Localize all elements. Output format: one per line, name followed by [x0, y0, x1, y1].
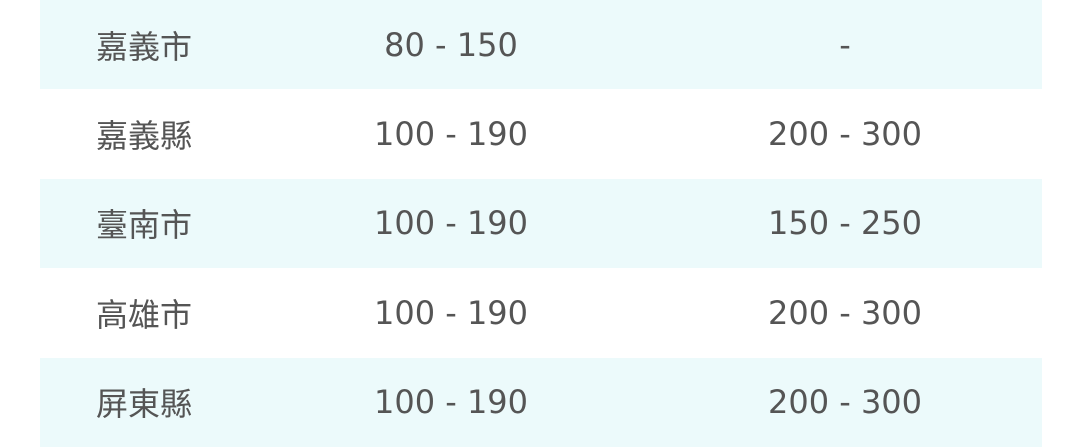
range-cell: 200 - 300 — [767, 293, 923, 332]
table-row: 嘉義縣 100 - 190 200 - 300 — [40, 89, 1042, 178]
range-cell: 150 - 250 — [767, 204, 923, 243]
region-cell: 高雄市 — [96, 295, 193, 334]
range-cell: 100 - 190 — [373, 293, 529, 332]
range-cell: 200 - 300 — [767, 115, 923, 154]
range-cell: 100 - 190 — [373, 204, 529, 243]
region-cell: 嘉義縣 — [96, 117, 193, 156]
table-row: 臺南市 100 - 190 150 - 250 — [40, 178, 1042, 269]
range-cell: - — [839, 25, 851, 64]
range-cell: 100 - 190 — [373, 383, 529, 422]
range-cell: 80 - 150 — [384, 25, 518, 64]
region-cell: 臺南市 — [96, 206, 193, 245]
region-cell: 嘉義市 — [96, 27, 193, 66]
region-cell: 屏東縣 — [96, 385, 193, 424]
range-cell: 100 - 190 — [373, 115, 529, 154]
table-row: 嘉義市 80 - 150 - — [40, 0, 1042, 90]
table-row: 屏東縣 100 - 190 200 - 300 — [40, 357, 1042, 447]
range-cell: 200 - 300 — [767, 383, 923, 422]
table-row: 高雄市 100 - 190 200 - 300 — [40, 268, 1042, 357]
price-table: 嘉義市 80 - 150 - 嘉義縣 100 - 190 200 - 300 臺… — [40, 0, 1042, 447]
